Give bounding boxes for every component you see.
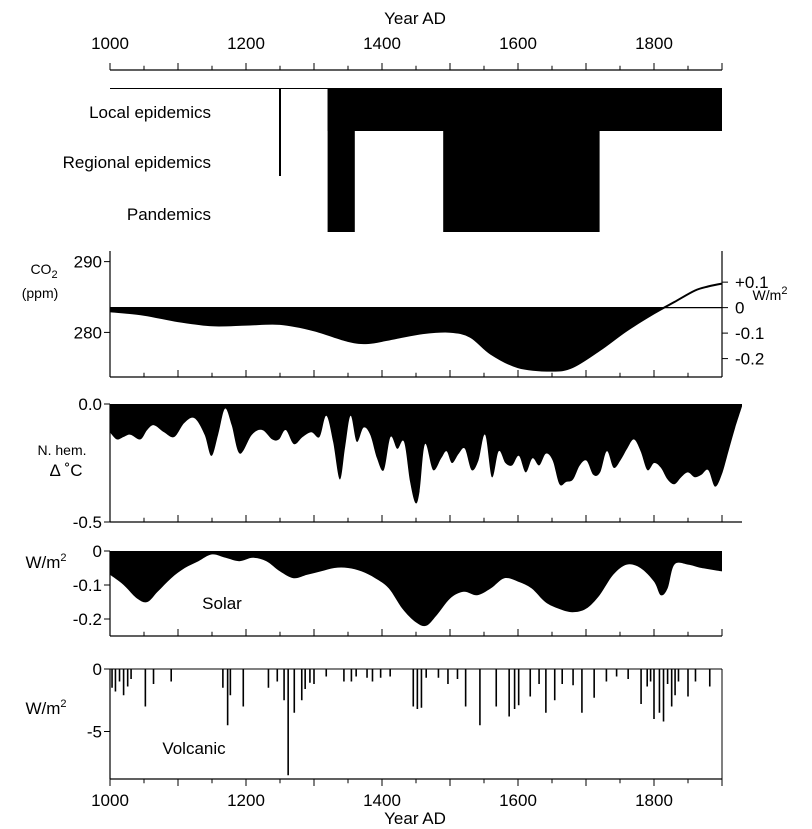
co2-right-unit: W/m2 — [753, 285, 788, 303]
bottom-x-tick-label-1800: 1800 — [635, 791, 673, 810]
epidemic-timeline-marks — [110, 88, 722, 232]
volcanic-marks: 0 -5 — [87, 660, 723, 780]
bottom-x-tick-label-1400: 1400 — [363, 791, 401, 810]
category-label-regional: Regional epidemics — [63, 153, 211, 172]
top-x-ticks: 1000 1200 1400 1600 1800 — [91, 34, 723, 70]
co2-ylabel-main: CO — [30, 261, 51, 277]
epidemic-span-0 — [327, 88, 355, 232]
co2-right-tick-label--0.1: -0.1 — [735, 324, 764, 343]
co2-left-tick-label-290: 290 — [74, 253, 102, 272]
bottom-x-ticks: 1000 1200 1400 1600 1800 — [91, 779, 723, 810]
top-x-tick-label-1400: 1400 — [363, 34, 401, 53]
top-x-tick-label-1000: 1000 — [91, 34, 129, 53]
top-x-tick-label-1800: 1800 — [635, 34, 673, 53]
co2-left-tick-label-280: 280 — [74, 323, 102, 342]
volcanic-tick-label--5: -5 — [87, 723, 102, 742]
volcanic-ylabel-sup: 2 — [60, 698, 66, 710]
bottom-x-axis-title: Year AD — [384, 809, 446, 828]
co2-ylabel-sub: 2 — [51, 269, 57, 281]
solar-ylabel-main: W/m — [25, 553, 60, 572]
co2-right-tick-label-+0.1: +0.1 — [735, 273, 769, 292]
volcanic-label: Volcanic — [162, 739, 226, 758]
solar-tick-label--0.1: -0.1 — [73, 576, 102, 595]
temperature-tick-label--0.5: -0.5 — [73, 513, 102, 532]
co2-right-tick-label-0: 0 — [735, 299, 744, 318]
co2-right-unit-sup: 2 — [781, 285, 787, 297]
co2-line — [109, 282, 723, 372]
solar-panel: W/m2 Solar 0 -0.1 -0.2 — [25, 542, 723, 637]
temperature-area — [110, 404, 742, 504]
top-x-axis-title: Year AD — [384, 9, 446, 28]
epidemic-span-2 — [443, 88, 600, 232]
co2-marks: 290 280 +0.1 0 -0.1 -0.2 — [74, 251, 769, 378]
epidemics-panel: Local epidemics Regional epidemics Pande… — [63, 88, 722, 232]
solar-label: Solar — [202, 594, 242, 613]
co2-right-unit-main: W/m — [753, 287, 782, 303]
category-label-local: Local epidemics — [89, 103, 211, 122]
top-x-tick-label-1600: 1600 — [499, 34, 537, 53]
temperature-panel: N. hem. Δ ˚C 0.0 -0.5 — [37, 395, 742, 532]
temperature-ylabel-unit: Δ ˚C — [49, 461, 82, 480]
top-x-axis: Year AD 1000 1200 1400 1600 1800 — [91, 9, 723, 71]
top-x-tick-label-1200: 1200 — [227, 34, 265, 53]
solar-ylabel: W/m2 — [25, 552, 66, 572]
temperature-marks: 0.0 -0.5 — [73, 395, 742, 532]
bottom-x-tick-label-1200: 1200 — [227, 791, 265, 810]
volcanic-ylabel-main: W/m — [25, 699, 60, 718]
solar-ylabel-sup: 2 — [60, 552, 66, 564]
bottom-x-tick-label-1000: 1000 — [91, 791, 129, 810]
volcanic-panel: W/m2 Volcanic 0 -5 — [25, 660, 723, 780]
bottom-x-axis: 1000 1200 1400 1600 1800 Year AD — [91, 779, 723, 828]
solar-tick-label--0.2: -0.2 — [73, 610, 102, 629]
volcanic-tick-label-0: 0 — [93, 660, 102, 679]
category-label-pandemics: Pandemics — [127, 205, 211, 224]
temperature-tick-label-0.0: 0.0 — [78, 395, 102, 414]
solar-tick-label-0: 0 — [93, 542, 102, 561]
solar-area — [110, 551, 722, 627]
solar-marks: 0 -0.1 -0.2 — [73, 542, 723, 637]
volcanic-ylabel: W/m2 — [25, 698, 66, 718]
temperature-ylabel: N. hem. — [37, 442, 86, 458]
co2-ylabel: CO2 — [30, 261, 57, 281]
bottom-x-tick-label-1600: 1600 — [499, 791, 537, 810]
co2-ylabel-unit: (ppm) — [22, 285, 59, 301]
co2-right-tick-label--0.2: -0.2 — [735, 350, 764, 369]
